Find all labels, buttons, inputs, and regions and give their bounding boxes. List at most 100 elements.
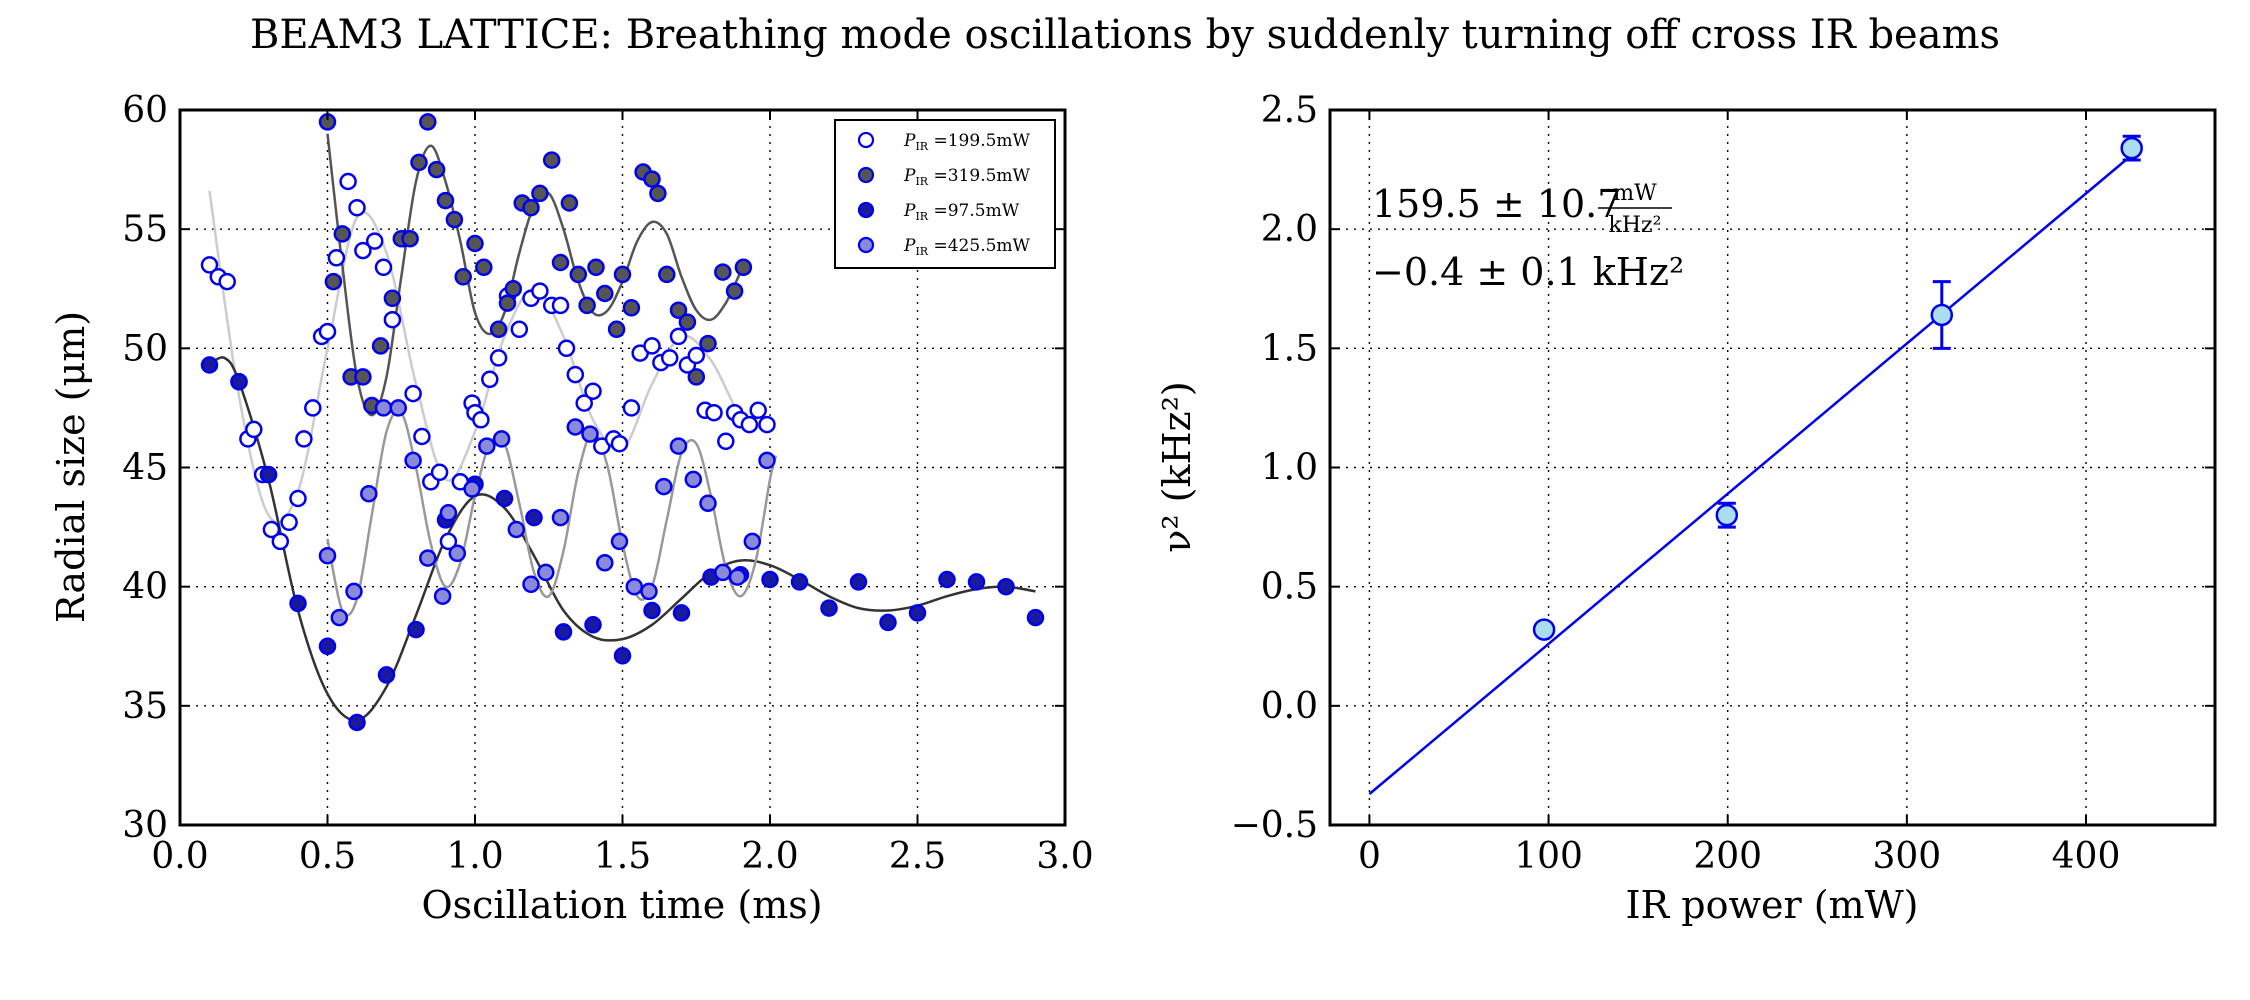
data-point: [230, 372, 248, 391]
data-point: [404, 384, 422, 403]
data-point: [339, 172, 357, 191]
right-y-tick-label: 0.5: [1261, 567, 1318, 608]
data-point: [687, 346, 706, 365]
data-point: [419, 113, 437, 131]
left-x-tick-label: 2.0: [741, 836, 798, 877]
data-point: [625, 577, 644, 596]
data-point: [510, 320, 529, 339]
right-x-tick-label: 100: [1514, 836, 1583, 877]
data-point: [481, 370, 499, 389]
data-point: [280, 513, 298, 532]
data-point: [743, 532, 762, 551]
left-x-axis-label: Oscillation time (ms): [421, 883, 822, 927]
data-point: [1715, 503, 1739, 527]
right-x-tick-label: 300: [1873, 836, 1942, 877]
fit-intercept: −0.4 ± 0.1 kHz²: [1372, 250, 1684, 294]
data-point: [551, 253, 570, 272]
data-point: [401, 229, 419, 248]
data-point: [389, 399, 408, 417]
data-point: [454, 268, 472, 286]
fit-annotation: 159.5 ± 10.7 mW kHz² −0.4 ± 0.1 kHz²: [1372, 181, 1684, 294]
left-ticks: [179, 109, 1066, 826]
legend-label: PIR =425.5mW: [903, 236, 1031, 258]
data-point: [404, 451, 422, 470]
data-point: [383, 289, 402, 308]
data-point: [537, 563, 555, 582]
data-point: [728, 568, 747, 586]
figure-suptitle: BEAM3 LATTICE: Breathing mode oscillatio…: [250, 12, 2000, 58]
data-point: [531, 282, 549, 300]
data-point: [371, 337, 390, 355]
left-y-tick-label: 55: [122, 209, 168, 250]
data-point: [218, 272, 236, 291]
data-point: [1930, 303, 1954, 327]
data-point: [407, 620, 425, 639]
data-point: [1026, 608, 1045, 627]
data-point: [575, 394, 593, 412]
data-point: [587, 258, 605, 277]
data-point: [658, 265, 676, 284]
data-point: [622, 399, 641, 417]
data-point: [439, 504, 458, 522]
data-point: [419, 549, 437, 567]
data-point: [820, 599, 838, 617]
data-point: [740, 415, 759, 434]
left-y-tick-label: 45: [122, 448, 168, 489]
data-point: [466, 234, 484, 253]
left-y-tick-label: 30: [122, 805, 168, 846]
right-y-tick-labels: −0.5 0.0 0.5 1.0 1.5 2.0 2.5: [1231, 90, 1318, 846]
legend-label: PIR =199.5mW: [903, 131, 1031, 153]
data-point: [304, 399, 322, 417]
right-y-tick-label: 1.0: [1261, 448, 1318, 489]
data-point: [318, 637, 337, 656]
left-y-tick-label: 60: [122, 90, 168, 131]
right-chart: 0 100 200 300 400 −0.5 0.0 0.5 1.0 1.5 2.0 2.5 IR …: [1155, 90, 2217, 927]
data-point: [436, 191, 455, 210]
fit-curve: [326, 133, 742, 417]
data-point: [522, 198, 540, 217]
right-x-axis-label: IR power (mW): [1626, 883, 1919, 927]
left-y-tick-label: 40: [122, 567, 168, 608]
data-point: [758, 451, 776, 470]
data-point: [200, 256, 219, 274]
data-point: [354, 368, 372, 386]
data-point: [525, 508, 543, 527]
data-point: [610, 434, 629, 453]
fit-curve: [208, 190, 771, 524]
left-x-tick-label: 1.0: [446, 836, 503, 877]
legend-marker: [857, 166, 875, 184]
data-point: [1532, 618, 1556, 641]
data-point: [531, 184, 549, 203]
data-point: [699, 334, 717, 353]
data-point: [566, 365, 585, 384]
data-point: [643, 601, 661, 620]
data-point: [289, 489, 307, 508]
data-point: [655, 477, 673, 496]
left-legend: PIR =199.5mW PIR =319.5mW PIR =97.5mW PIR =…: [834, 119, 1056, 269]
data-point: [318, 546, 337, 565]
data-point: [734, 258, 753, 277]
right-x-tick-labels: 0 100 200 300 400: [1358, 836, 2120, 877]
data-point: [522, 575, 540, 594]
left-x-tick-label: 1.5: [594, 836, 651, 877]
data-point: [643, 337, 661, 355]
data-point: [330, 608, 349, 627]
data-point: [678, 313, 697, 331]
data-point: [542, 151, 561, 169]
data-point: [790, 573, 809, 591]
data-point: [557, 339, 576, 358]
data-point: [584, 382, 602, 400]
data-point: [410, 153, 428, 172]
right-y-tick-label: 2.5: [1261, 90, 1318, 131]
data-point: [445, 210, 464, 229]
left-chart: 0.0 0.5 1.0 1.5 2.0 2.5 3.0 30 35 40 45 50 55 60 Osc…: [49, 90, 1094, 927]
data-point: [967, 573, 986, 591]
data-point: [489, 349, 508, 367]
data-point: [200, 356, 219, 374]
data-point: [348, 198, 366, 217]
data-point: [2120, 136, 2143, 160]
left-y-tick-labels: 30 35 40 45 50 55 60: [122, 90, 168, 846]
right-data-points: [1532, 134, 2143, 641]
data-point: [699, 494, 717, 513]
